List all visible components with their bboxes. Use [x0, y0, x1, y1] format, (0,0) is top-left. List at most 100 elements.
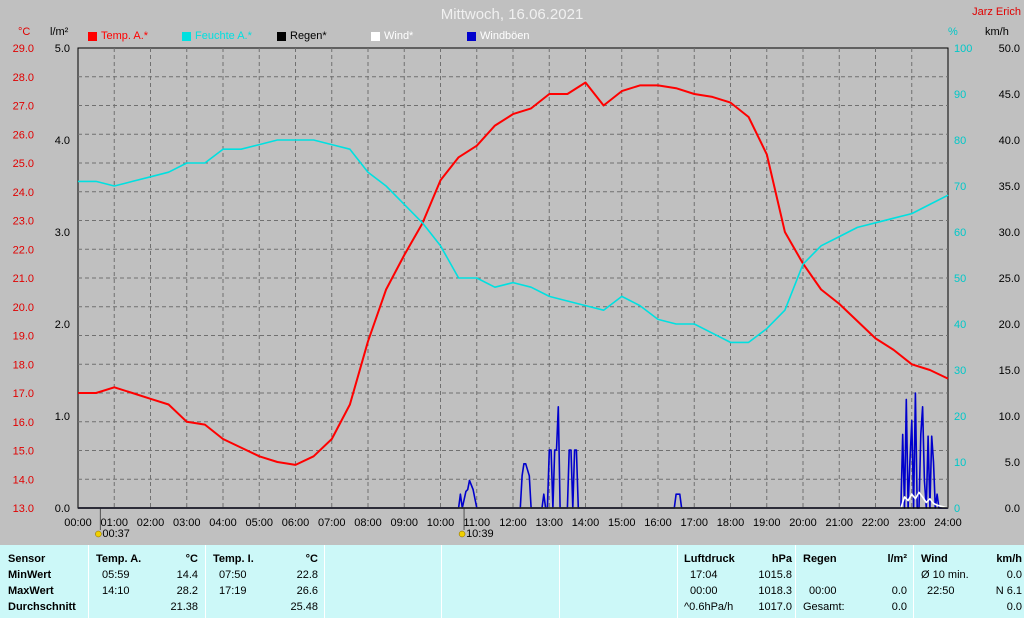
- x-tick-label: 02:00: [137, 517, 165, 529]
- wind-tick-label: 0.0: [1005, 503, 1020, 515]
- marker-sun-icon: [95, 530, 102, 538]
- stats-value: 26.6: [296, 585, 318, 597]
- temp-tick-label: 24.0: [13, 187, 34, 199]
- temp-tick-label: 13.0: [13, 503, 34, 515]
- x-tick-label: 00:00: [64, 517, 92, 529]
- marker-label: 00:37: [102, 528, 130, 540]
- stats-col-empty: [441, 545, 560, 618]
- temp-tick-label: 20.0: [13, 302, 34, 314]
- x-tick-label: 06:00: [282, 517, 310, 529]
- x-tick-label: 09:00: [390, 517, 418, 529]
- wind-tick-label: 5.0: [1005, 457, 1020, 469]
- temp-tick-label: 26.0: [13, 129, 34, 141]
- stats-time: 17:19: [219, 585, 247, 597]
- stats-header: Temp. I.: [213, 553, 254, 565]
- legend-swatch: [467, 31, 476, 41]
- x-tick-label: 18:00: [717, 517, 745, 529]
- x-tick-label: 12:00: [499, 517, 527, 529]
- stats-value: 0.0: [1006, 569, 1022, 581]
- stats-unit: l/m²: [887, 553, 907, 565]
- wind-tick-label: 35.0: [999, 181, 1020, 193]
- x-tick-label: 11:00: [463, 517, 490, 529]
- stats-value: 1018.3: [758, 585, 792, 597]
- temp-tick-label: 28.0: [13, 72, 34, 84]
- wind-tick-label: 10.0: [999, 411, 1020, 423]
- stats-value: 21.38: [170, 601, 198, 613]
- legend-wind: Wind*: [371, 30, 413, 42]
- temp-tick-label: 23.0: [13, 216, 34, 228]
- stats-header: Luftdruck: [684, 553, 735, 565]
- humidity-tick-label: 30: [954, 365, 966, 377]
- x-tick-label: 13:00: [535, 517, 563, 529]
- temp-tick-label: 29.0: [13, 43, 34, 55]
- legend-label: Temp. A.*: [101, 30, 149, 42]
- humidity-tick-label: 70: [954, 181, 966, 193]
- stats-row-avg: Durchschnitt: [8, 601, 76, 613]
- legend-label: Regen*: [290, 30, 327, 42]
- humidity-tick-label: 20: [954, 411, 966, 423]
- stats-header: Temp. A.: [96, 553, 142, 565]
- humidity-tick-label: 0: [954, 503, 960, 515]
- stats-time: 00:00: [690, 585, 718, 597]
- stats-total-label: Gesamt:: [803, 601, 845, 613]
- stats-col-wind: Wind km/h Ø 10 min. 0.0 22:50 N 6.1 0.0: [913, 545, 1024, 618]
- stats-unit: hPa: [771, 553, 792, 565]
- x-tick-label: 15:00: [608, 517, 636, 529]
- weather-chart: 29.0 28.0 27.0 26.0 25.0 24.0 23.0 22.0 21.0 20.0…: [13, 43, 1020, 540]
- legend-humidity: Feuchte A.*: [182, 30, 252, 42]
- stats-time: 14:10: [102, 585, 130, 597]
- x-tick-label: 14:00: [572, 517, 600, 529]
- x-tick-label: 16:00: [644, 517, 672, 529]
- legend-swatch: [371, 31, 380, 41]
- stats-header: Regen: [803, 553, 837, 565]
- rain-tick-label: 2.0: [55, 319, 70, 331]
- rain-tick-label: 5.0: [55, 43, 70, 55]
- stats-value: 1017.0: [758, 601, 792, 613]
- wind-tick-label: 25.0: [999, 273, 1020, 285]
- x-tick-label: 17:00: [680, 517, 708, 529]
- legend-swatch: [182, 31, 191, 41]
- stats-value: 1015.8: [758, 569, 792, 581]
- temp-unit-label: °C: [18, 26, 31, 38]
- x-tick-label: 22:00: [862, 517, 890, 529]
- legend-label: Feuchte A.*: [195, 30, 252, 42]
- stats-time: 22:50: [927, 585, 955, 597]
- humidity-unit-label: %: [948, 26, 958, 38]
- stats-value: 0.0: [891, 585, 907, 597]
- rain-tick-label: 1.0: [55, 411, 70, 423]
- stats-time: 00:00: [809, 585, 837, 597]
- wind-tick-label: 30.0: [999, 227, 1020, 239]
- x-tick-label: 01:00: [100, 517, 128, 529]
- x-tick-label: 03:00: [173, 517, 201, 529]
- x-tick-label: 05:00: [245, 517, 273, 529]
- temp-tick-label: 14.0: [13, 474, 34, 486]
- legend-swatch: [277, 31, 286, 41]
- x-tick-label: 19:00: [753, 517, 781, 529]
- stats-avg-label: Ø 10 min.: [921, 569, 969, 581]
- x-tick-label: 10:00: [427, 517, 455, 529]
- temp-tick-label: 22.0: [13, 244, 34, 256]
- stats-col-pressure: Luftdruck hPa 17:04 1015.8 00:00 1018.3 …: [677, 545, 796, 618]
- temp-tick-label: 25.0: [13, 158, 34, 170]
- stats-row-max: MaxWert: [8, 585, 54, 597]
- stats-value: 0.0: [891, 601, 907, 613]
- author-label: Jarz Erich: [972, 6, 1021, 18]
- stats-col-temp-i: Temp. I. °C 07:50 22.8 17:19 26.6 25.48: [205, 545, 325, 618]
- temp-tick-label: 27.0: [13, 101, 34, 113]
- stats-value: 28.2: [176, 585, 198, 597]
- humidity-tick-label: 40: [954, 319, 966, 331]
- stats-panel: Sensor MinWert MaxWert Durchschnitt Temp…: [0, 545, 1024, 618]
- marker-label: 10:39: [466, 528, 494, 540]
- humidity-tick-label: 90: [954, 89, 966, 101]
- stats-trend: ^0.6hPa/h: [684, 601, 734, 613]
- rain-tick-label: 3.0: [55, 227, 70, 239]
- stats-unit: °C: [185, 553, 198, 565]
- humidity-tick-label: 60: [954, 227, 966, 239]
- stats-header-sensor: Sensor: [8, 553, 46, 565]
- x-tick-label: 07:00: [318, 517, 346, 529]
- stats-header: Wind: [921, 553, 948, 565]
- stats-value: N 6.1: [995, 585, 1022, 597]
- stats-value: 14.4: [176, 569, 198, 581]
- temp-tick-label: 17.0: [13, 388, 34, 400]
- x-tick-label: 23:00: [898, 517, 926, 529]
